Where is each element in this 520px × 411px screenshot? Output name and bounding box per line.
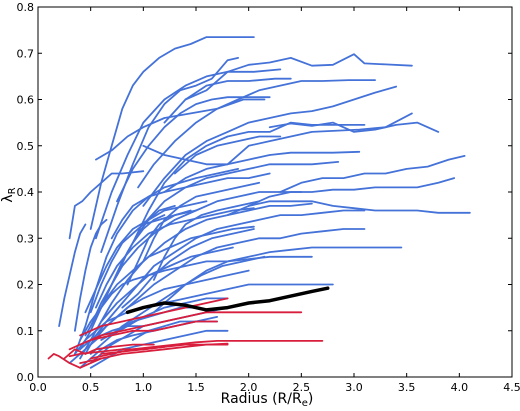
blue-profile-line-2 [89,36,255,230]
blue-profile-line-14 [163,150,361,193]
blue-profile-line-16 [279,154,466,193]
black-profile-line-60 [125,286,330,315]
blue-profile-line-1 [95,98,266,161]
blue-profile-line-9 [142,85,398,207]
blue-profile-line-21 [58,223,87,328]
red-profile-line-54 [89,320,219,341]
blue-profile-line-8 [137,79,377,189]
blue-profile-line-17 [247,177,456,207]
y-tick-label: 0.8 [17,1,35,14]
blue-profile-line-6 [184,53,413,101]
blue-profile-line-47 [110,172,271,240]
blue-profile-line-7 [116,96,271,203]
blue-profile-line-13 [173,135,282,175]
blue-profile-line-19 [68,170,145,240]
x-tick-label: 3.5 [398,381,416,394]
y-axis: 0.0 0.1 0.2 0.3 0.4 0.5 0.6 0.7 0.8 [17,1,512,384]
blue-profile-line-43 [142,181,261,263]
blue-profile-line-35 [79,269,250,351]
y-tick-label: 0.3 [17,232,35,245]
red-profile-line-51 [47,352,103,369]
blue-profile-line-33 [89,209,197,314]
y-tick-label: 0.4 [17,186,35,199]
y-tick-label: 0.0 [17,371,35,384]
blue-profile-line-12 [142,112,413,166]
blue-profile-line-50 [152,255,266,314]
red-profile-line-58 [68,345,166,358]
x-tick-label: 3.0 [345,381,363,394]
blue-profile-line-46 [131,315,219,341]
x-tick-label: 4.0 [451,381,469,394]
x-tick-label: 1.0 [135,381,153,394]
x-tick-label: 0.5 [82,381,100,394]
blue-profile-line-45 [100,306,197,341]
blue-profile-line-49 [100,246,234,323]
y-tick-label: 0.1 [17,325,35,338]
blue-profile-line-20 [74,218,108,332]
x-axis: 0.0 0.5 1.0 1.5 2.0 2.5 3.0 3.5 4.0 4.5 [29,7,520,394]
blue-profile-line-15 [142,160,340,226]
y-axis-label: λR [0,187,18,202]
x-tick-label: 4.5 [503,381,520,394]
red-profile-line-53 [79,297,229,337]
x-tick-label: 2.0 [240,381,258,394]
red-profile-line-59 [63,343,155,360]
x-tick-label: 0.0 [29,381,47,394]
plot-lines [47,36,471,369]
y-tick-label: 0.5 [17,140,35,153]
y-tick-label: 0.6 [17,94,35,107]
y-axis-label-symbol: λ [0,194,16,202]
x-tick-label: 2.5 [293,381,311,394]
blue-profile-line-41 [116,204,176,277]
x-tick-label: 1.5 [187,381,205,394]
blue-profile-line-40 [126,209,192,286]
blue-profile-line-42 [152,200,261,281]
blue-profile-line-25 [84,209,366,355]
y-tick-label: 0.7 [17,47,35,60]
blue-profile-line-11 [268,121,440,133]
blue-profile-line-22 [74,167,240,355]
y-tick-label: 0.2 [17,279,35,292]
blue-profile-line-5 [163,77,292,124]
blue-profile-line-48 [121,228,255,309]
blue-profile-line-18 [226,200,471,217]
y-axis-label-subscript: R [7,187,18,194]
x-axis-label: Radius (R/Re) [221,391,314,409]
